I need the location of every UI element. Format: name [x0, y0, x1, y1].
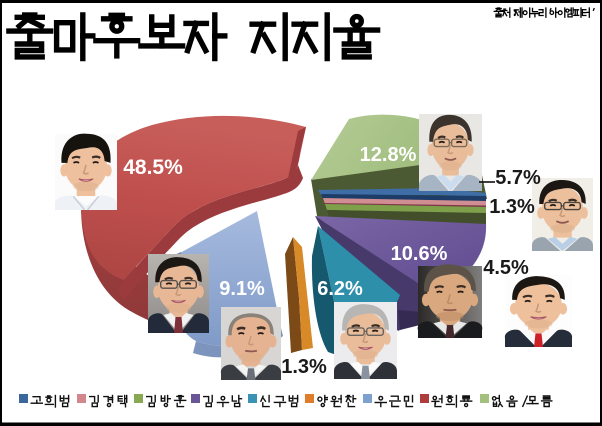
- svg-text:5.7%: 5.7%: [495, 167, 541, 189]
- svg-text:6.2%: 6.2%: [317, 278, 363, 300]
- svg-text:1.3%: 1.3%: [489, 196, 535, 218]
- svg-text:10.6%: 10.6%: [391, 243, 448, 265]
- svg-text:4.5%: 4.5%: [483, 257, 529, 279]
- svg-text:12.8%: 12.8%: [360, 144, 417, 166]
- svg-text:48.5%: 48.5%: [123, 156, 183, 179]
- svg-text:9.1%: 9.1%: [219, 278, 265, 300]
- svg-text:1.3%: 1.3%: [281, 356, 327, 378]
